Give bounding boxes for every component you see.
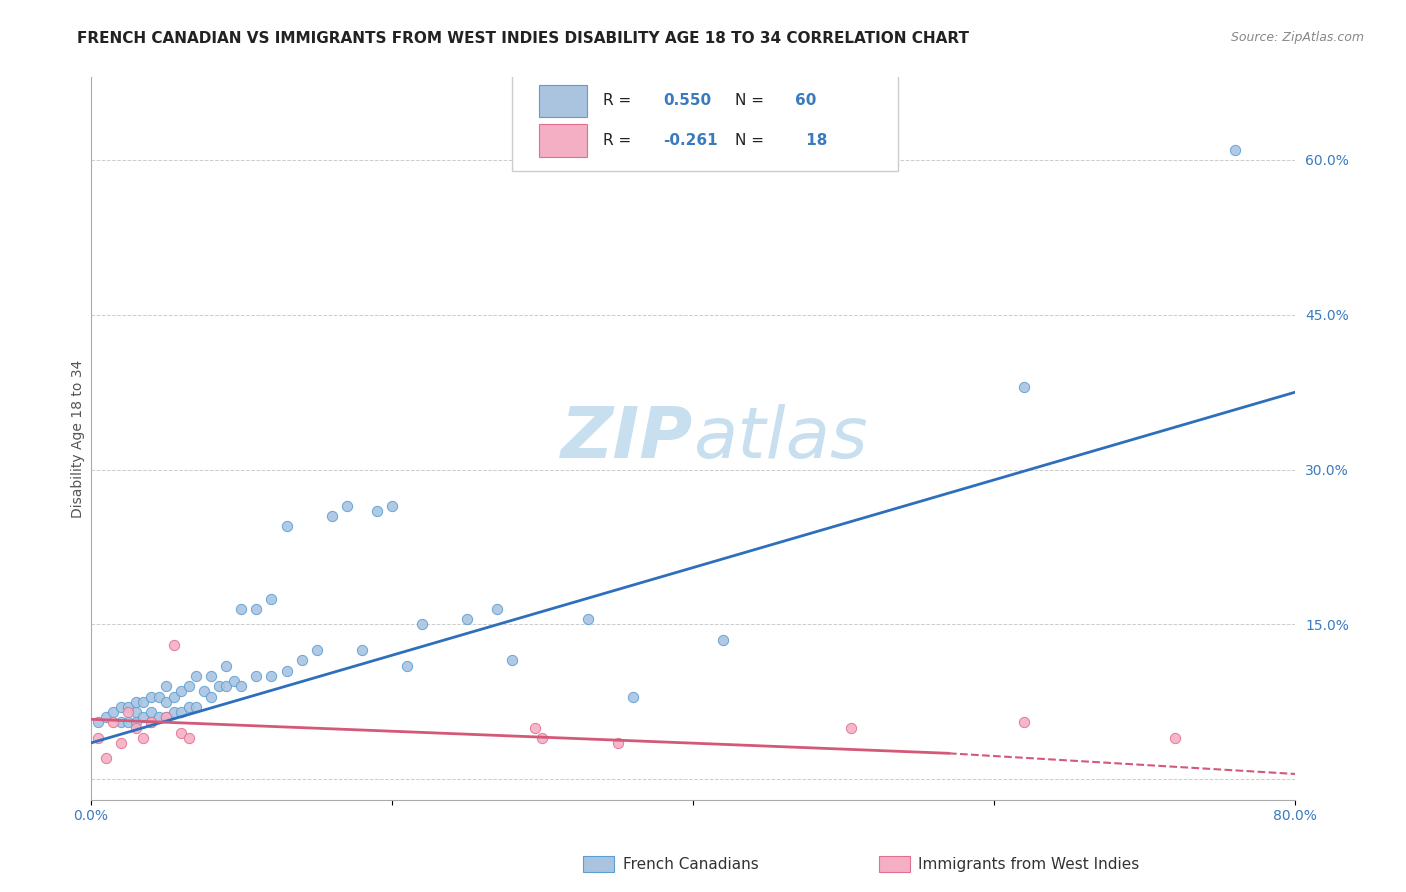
Point [170, 705, 193, 719]
Point [1012, 715, 1035, 730]
Point [411, 617, 433, 632]
Point [132, 731, 155, 745]
Text: Immigrants from West Indies: Immigrants from West Indies [918, 857, 1139, 871]
Point [110, 736, 132, 750]
Text: 18: 18 [801, 133, 828, 148]
Point [94, 710, 117, 724]
Text: atlas: atlas [693, 404, 868, 473]
Point [231, 602, 253, 616]
Point [245, 602, 267, 616]
Point [155, 710, 177, 724]
Point [94, 751, 117, 765]
Point [125, 695, 148, 709]
Point [606, 736, 628, 750]
Point [200, 690, 222, 704]
Text: French Canadians: French Canadians [623, 857, 759, 871]
Point [117, 705, 139, 719]
Point [148, 710, 170, 724]
Point [381, 499, 404, 513]
Point [208, 679, 231, 693]
Point [305, 643, 328, 657]
Point [222, 674, 245, 689]
Point [839, 721, 862, 735]
Point [193, 684, 215, 698]
Point [110, 699, 132, 714]
Point [1164, 731, 1187, 745]
Point [162, 638, 184, 652]
Point [186, 699, 208, 714]
Point [132, 710, 155, 724]
FancyBboxPatch shape [512, 63, 898, 171]
Point [621, 690, 644, 704]
Point [132, 695, 155, 709]
Point [155, 695, 177, 709]
Point [215, 658, 238, 673]
Point [260, 591, 283, 606]
Point [103, 705, 125, 719]
Point [139, 690, 162, 704]
Point [103, 715, 125, 730]
Point [162, 690, 184, 704]
Point [87, 731, 110, 745]
Point [1223, 143, 1246, 157]
Point [139, 705, 162, 719]
Point [276, 519, 298, 533]
Text: ZIP: ZIP [561, 404, 693, 473]
Point [531, 731, 554, 745]
Point [110, 715, 132, 730]
Point [117, 715, 139, 730]
Text: Source: ZipAtlas.com: Source: ZipAtlas.com [1230, 31, 1364, 45]
Point [162, 705, 184, 719]
Point [523, 721, 546, 735]
Point [231, 679, 253, 693]
Point [260, 669, 283, 683]
Point [155, 710, 177, 724]
Point [395, 658, 418, 673]
FancyBboxPatch shape [538, 85, 588, 117]
Point [125, 705, 148, 719]
Point [186, 669, 208, 683]
Point [125, 721, 148, 735]
Text: 0.550: 0.550 [662, 93, 711, 108]
Point [177, 679, 200, 693]
Point [125, 715, 148, 730]
Point [290, 653, 312, 667]
Point [139, 715, 162, 730]
Text: FRENCH CANADIAN VS IMMIGRANTS FROM WEST INDIES DISABILITY AGE 18 TO 34 CORRELATI: FRENCH CANADIAN VS IMMIGRANTS FROM WEST … [77, 31, 969, 46]
Point [170, 725, 193, 739]
Text: R =: R = [603, 133, 636, 148]
Point [276, 664, 298, 678]
Point [1012, 380, 1035, 394]
Point [117, 699, 139, 714]
Point [350, 643, 373, 657]
Point [336, 499, 359, 513]
Point [576, 612, 599, 626]
Point [711, 632, 734, 647]
Point [177, 699, 200, 714]
Point [486, 602, 509, 616]
Text: N =: N = [735, 93, 769, 108]
Point [456, 612, 478, 626]
Point [148, 690, 170, 704]
Point [170, 684, 193, 698]
Text: N =: N = [735, 133, 769, 148]
Point [87, 715, 110, 730]
Point [321, 508, 343, 523]
Point [155, 679, 177, 693]
Point [177, 731, 200, 745]
Point [215, 679, 238, 693]
Text: R =: R = [603, 93, 636, 108]
Y-axis label: Disability Age 18 to 34: Disability Age 18 to 34 [72, 359, 86, 517]
Point [245, 669, 267, 683]
Point [366, 504, 388, 518]
FancyBboxPatch shape [538, 124, 588, 157]
Point [139, 715, 162, 730]
Point [200, 669, 222, 683]
Text: 60: 60 [796, 93, 817, 108]
Text: -0.261: -0.261 [662, 133, 717, 148]
Point [501, 653, 523, 667]
